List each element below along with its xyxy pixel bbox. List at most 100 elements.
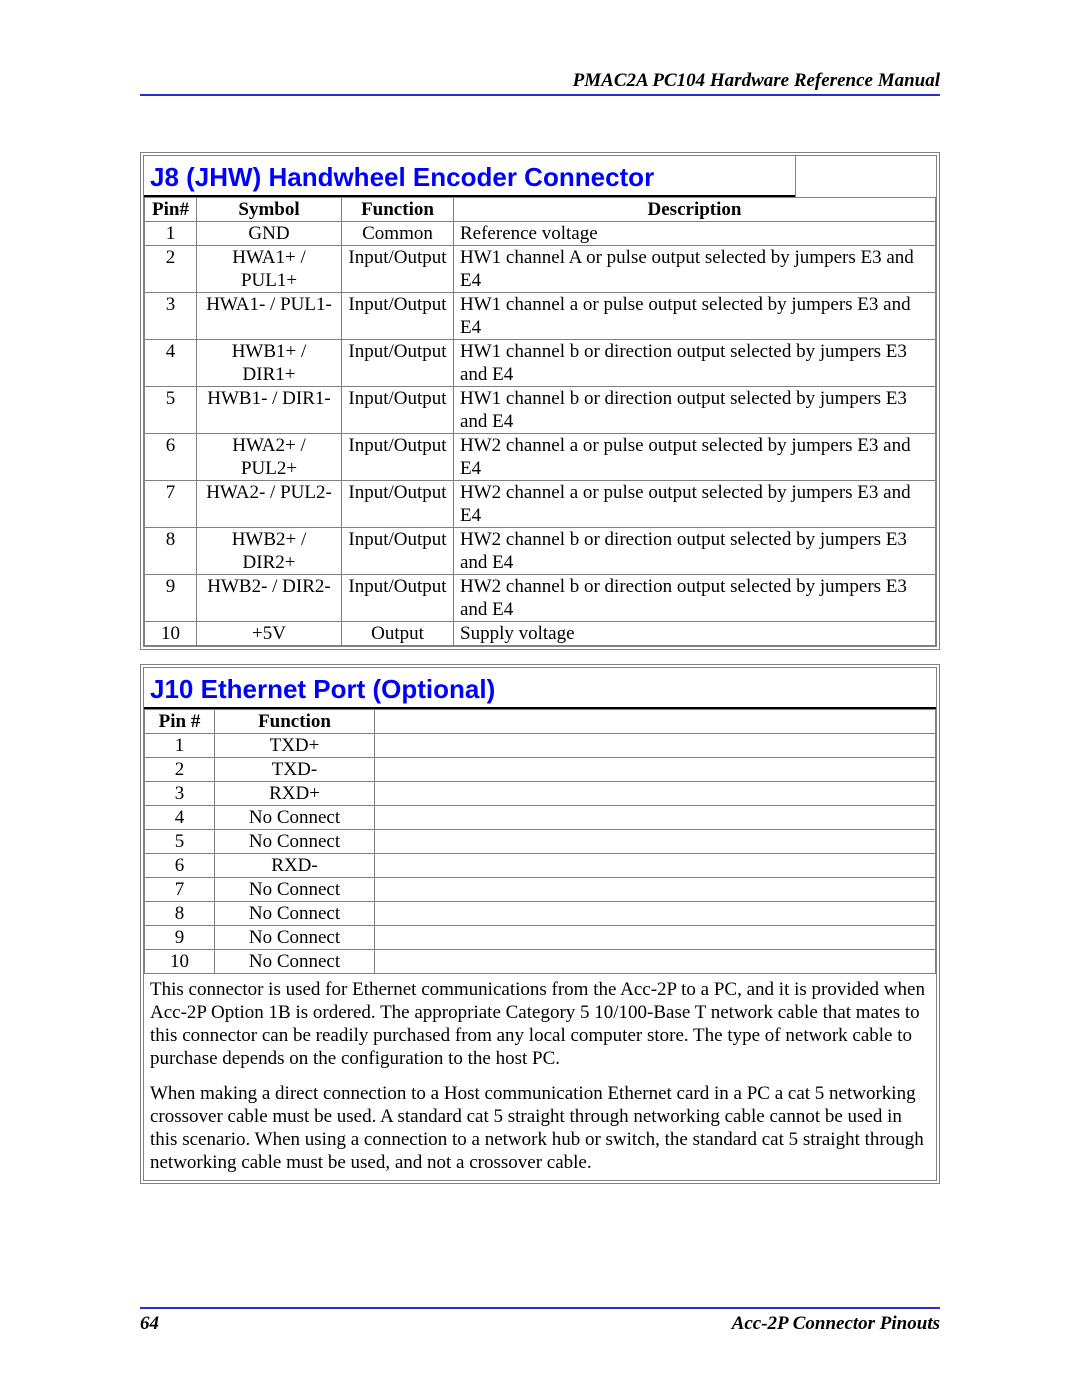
cell-function: No Connect bbox=[215, 806, 375, 830]
spacer bbox=[140, 650, 940, 664]
cell-function: TXD+ bbox=[215, 734, 375, 758]
cell-function: RXD- bbox=[215, 854, 375, 878]
page-content: PMAC2A PC104 Hardware Reference Manual J… bbox=[140, 70, 940, 1184]
cell-function: Input/Output bbox=[342, 340, 454, 387]
page-footer: 64 Acc-2P Connector Pinouts bbox=[140, 1307, 940, 1335]
cell-description: HW2 channel b or direction output select… bbox=[454, 528, 936, 575]
footer-rule: 64 Acc-2P Connector Pinouts bbox=[140, 1307, 940, 1335]
cell-pin: 1 bbox=[145, 734, 215, 758]
col-header-description: Description bbox=[454, 198, 936, 222]
cell-description: HW1 channel a or pulse output selected b… bbox=[454, 293, 936, 340]
cell-pin: 8 bbox=[145, 902, 215, 926]
table-row: 4HWB1+ / DIR1+Input/OutputHW1 channel b … bbox=[145, 340, 936, 387]
cell-pin: 2 bbox=[145, 758, 215, 782]
section-j10-box: J10 Ethernet Port (Optional) Pin # Funct… bbox=[140, 664, 940, 1184]
cell-pin: 3 bbox=[145, 293, 197, 340]
table-row: 8No Connect bbox=[145, 902, 936, 926]
section-j8-title: J8 (JHW) Handwheel Encoder Connector bbox=[144, 156, 795, 197]
table-row: 7HWA2- / PUL2-Input/OutputHW2 channel a … bbox=[145, 481, 936, 528]
table-row: 6RXD- bbox=[145, 854, 936, 878]
cell-function: Input/Output bbox=[342, 575, 454, 622]
cell-pin: 8 bbox=[145, 528, 197, 575]
cell-pin: 6 bbox=[145, 434, 197, 481]
cell-empty bbox=[375, 878, 936, 902]
cell-empty bbox=[375, 806, 936, 830]
col-header-pin: Pin# bbox=[145, 198, 197, 222]
j10-paragraph-2: When making a direct connection to a Hos… bbox=[144, 1076, 936, 1180]
table-row: 3HWA1- / PUL1-Input/OutputHW1 channel a … bbox=[145, 293, 936, 340]
cell-description: HW1 channel A or pulse output selected b… bbox=[454, 246, 936, 293]
cell-symbol: HWB1+ / DIR1+ bbox=[197, 340, 342, 387]
cell-pin: 7 bbox=[145, 878, 215, 902]
cell-function: Input/Output bbox=[342, 528, 454, 575]
cell-symbol: HWA2+ / PUL2+ bbox=[197, 434, 342, 481]
cell-pin: 9 bbox=[145, 575, 197, 622]
table-row: 10+5VOutputSupply voltage bbox=[145, 622, 936, 646]
main-content: J8 (JHW) Handwheel Encoder Connector Pin… bbox=[140, 152, 940, 1184]
cell-function: Input/Output bbox=[342, 481, 454, 528]
cell-symbol: HWB1- / DIR1- bbox=[197, 387, 342, 434]
cell-function: Output bbox=[342, 622, 454, 646]
header-rule: PMAC2A PC104 Hardware Reference Manual bbox=[140, 70, 940, 96]
cell-symbol: HWA1- / PUL1- bbox=[197, 293, 342, 340]
footer-section-title: Acc-2P Connector Pinouts bbox=[732, 1313, 940, 1335]
cell-description: HW2 channel a or pulse output selected b… bbox=[454, 434, 936, 481]
table-row: 6HWA2+ / PUL2+Input/OutputHW2 channel a … bbox=[145, 434, 936, 481]
cell-pin: 1 bbox=[145, 222, 197, 246]
section-j8-box: J8 (JHW) Handwheel Encoder Connector Pin… bbox=[140, 152, 940, 650]
table-row: 2TXD- bbox=[145, 758, 936, 782]
cell-function: RXD+ bbox=[215, 782, 375, 806]
cell-function: No Connect bbox=[215, 830, 375, 854]
cell-empty bbox=[375, 758, 936, 782]
cell-function: Input/Output bbox=[342, 293, 454, 340]
cell-symbol: HWB2+ / DIR2+ bbox=[197, 528, 342, 575]
cell-empty bbox=[375, 782, 936, 806]
cell-pin: 4 bbox=[145, 806, 215, 830]
cell-function: Input/Output bbox=[342, 434, 454, 481]
cell-function: Input/Output bbox=[342, 387, 454, 434]
table-row: 7No Connect bbox=[145, 878, 936, 902]
j10-paragraph-1: This connector is used for Ethernet comm… bbox=[144, 974, 936, 1076]
cell-description: HW2 channel b or direction output select… bbox=[454, 575, 936, 622]
cell-pin: 10 bbox=[145, 950, 215, 974]
cell-function: No Connect bbox=[215, 902, 375, 926]
cell-description: HW1 channel b or direction output select… bbox=[454, 387, 936, 434]
page-number: 64 bbox=[140, 1313, 159, 1335]
cell-description: HW2 channel a or pulse output selected b… bbox=[454, 481, 936, 528]
cell-empty bbox=[375, 950, 936, 974]
cell-symbol: HWA2- / PUL2- bbox=[197, 481, 342, 528]
table-row: 4No Connect bbox=[145, 806, 936, 830]
col-header-function: Function bbox=[215, 710, 375, 734]
table-row: 1TXD+ bbox=[145, 734, 936, 758]
section-j8-title-cell: J8 (JHW) Handwheel Encoder Connector bbox=[144, 156, 796, 197]
cell-pin: 5 bbox=[145, 387, 197, 434]
cell-function: TXD- bbox=[215, 758, 375, 782]
cell-function: Input/Output bbox=[342, 246, 454, 293]
table-row: 2HWA1+ / PUL1+Input/OutputHW1 channel A … bbox=[145, 246, 936, 293]
cell-pin: 6 bbox=[145, 854, 215, 878]
table-row: 5HWB1- / DIR1-Input/OutputHW1 channel b … bbox=[145, 387, 936, 434]
cell-function: No Connect bbox=[215, 878, 375, 902]
cell-empty bbox=[375, 926, 936, 950]
cell-empty bbox=[375, 902, 936, 926]
cell-function: Common bbox=[342, 222, 454, 246]
section-j8-title-row: J8 (JHW) Handwheel Encoder Connector bbox=[144, 156, 936, 197]
section-j10-title: J10 Ethernet Port (Optional) bbox=[144, 668, 936, 709]
cell-pin: 4 bbox=[145, 340, 197, 387]
table-row: 3RXD+ bbox=[145, 782, 936, 806]
col-header-symbol: Symbol bbox=[197, 198, 342, 222]
cell-pin: 3 bbox=[145, 782, 215, 806]
cell-pin: 5 bbox=[145, 830, 215, 854]
cell-pin: 10 bbox=[145, 622, 197, 646]
cell-symbol: HWA1+ / PUL1+ bbox=[197, 246, 342, 293]
cell-function: No Connect bbox=[215, 950, 375, 974]
cell-symbol: +5V bbox=[197, 622, 342, 646]
table-row: 9No Connect bbox=[145, 926, 936, 950]
running-header: PMAC2A PC104 Hardware Reference Manual bbox=[140, 70, 940, 92]
cell-empty bbox=[375, 830, 936, 854]
cell-symbol: GND bbox=[197, 222, 342, 246]
table-header-row: Pin # Function bbox=[145, 710, 936, 734]
j8-pin-table: Pin# Symbol Function Description 1GNDCom… bbox=[144, 197, 936, 646]
col-header-pin: Pin # bbox=[145, 710, 215, 734]
cell-empty bbox=[375, 734, 936, 758]
